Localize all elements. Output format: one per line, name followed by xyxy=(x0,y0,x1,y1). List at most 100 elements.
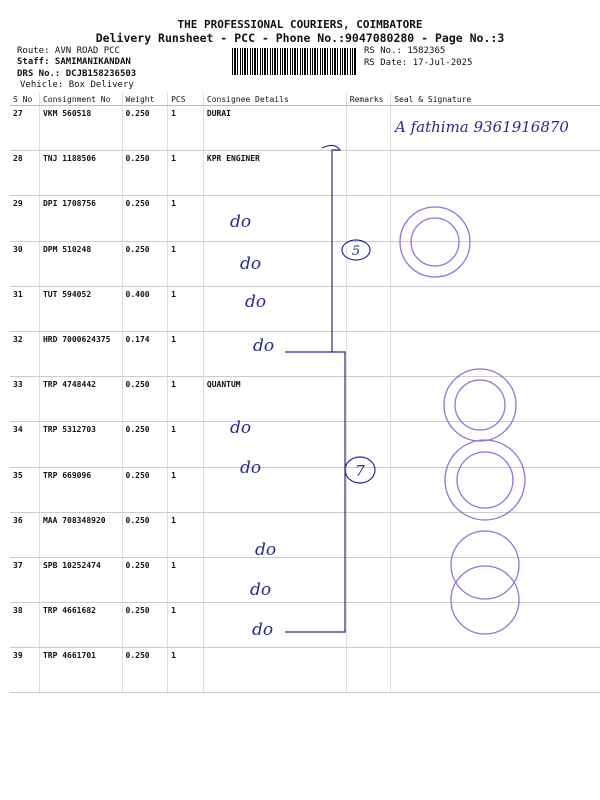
cell-empty xyxy=(390,512,600,558)
cell-cn: TRP 4661701 xyxy=(38,647,123,694)
receiver-signature: A fathima 9361916870 xyxy=(395,118,569,136)
ditto-mark: do xyxy=(255,540,277,560)
company-name: THE PROFESSIONAL COURIERS, COIMBATORE xyxy=(177,18,423,31)
cell-sno: 31 xyxy=(10,286,40,332)
cell-cn: DPM 510248 xyxy=(38,241,123,287)
cell-empty xyxy=(345,512,391,558)
cell-empty xyxy=(345,150,391,197)
cell-consignee: DURAI xyxy=(202,105,347,152)
cell-cn: HRD 7000624375 xyxy=(38,331,123,378)
stamp-seal xyxy=(443,368,517,442)
cell-empty xyxy=(390,647,600,694)
cell-sno: 35 xyxy=(10,467,40,513)
cell-wt: 0.250 xyxy=(121,105,168,152)
cell-consignee xyxy=(202,467,347,513)
cell-sno: 29 xyxy=(10,195,40,242)
cell-empty xyxy=(345,286,391,332)
bracket-group1 xyxy=(285,144,342,353)
cell-wt: 0.400 xyxy=(121,286,168,332)
cell-consignee xyxy=(202,195,347,242)
table-row: 39 TRP 4661701 0.250 1 xyxy=(10,647,600,694)
cell-sno: 38 xyxy=(10,602,40,649)
count-7: 7 xyxy=(355,462,365,480)
cell-pcs: 1 xyxy=(167,647,204,694)
cell-empty xyxy=(345,105,391,152)
cell-pcs: 1 xyxy=(167,421,204,468)
cell-empty xyxy=(390,557,600,604)
cell-empty xyxy=(345,602,391,649)
cell-empty xyxy=(345,195,391,242)
cell-empty xyxy=(345,647,391,694)
cell-wt: 0.250 xyxy=(121,647,168,694)
cell-empty xyxy=(390,602,600,649)
cell-empty xyxy=(390,105,600,152)
cell-empty xyxy=(345,421,391,468)
count-5: 5 xyxy=(352,244,360,259)
cell-pcs: 1 xyxy=(167,195,204,242)
table-row: 35 TRP 669096 0.250 1 xyxy=(10,467,600,513)
barcode xyxy=(232,48,356,75)
ditto-mark: do xyxy=(250,580,272,600)
bracket-group2 xyxy=(285,351,346,633)
column-header: S No xyxy=(10,93,40,106)
table-row: 34 TRP 5312703 0.250 1 xyxy=(10,421,600,468)
cell-consignee xyxy=(202,241,347,287)
cell-empty xyxy=(390,376,600,423)
cell-sno: 33 xyxy=(10,376,40,423)
column-header: PCS xyxy=(167,93,204,106)
cell-consignee xyxy=(202,331,347,378)
cell-sno: 36 xyxy=(10,512,40,558)
cell-pcs: 1 xyxy=(167,241,204,287)
cell-cn: TUT 594052 xyxy=(38,286,123,332)
stamp-seal xyxy=(450,530,520,600)
table-row: 27 VKM 560518 0.250 1 DURAI xyxy=(10,105,600,152)
table-row: 31 TUT 594052 0.400 1 xyxy=(10,286,600,332)
cell-wt: 0.250 xyxy=(121,150,168,197)
cell-empty xyxy=(390,421,600,468)
cell-sno: 32 xyxy=(10,331,40,378)
vehicle: Vehicle: Box Delivery xyxy=(20,80,134,90)
table-row: 28 TNJ 1188506 0.250 1 KPR ENGINER xyxy=(10,150,600,197)
stamp-seal xyxy=(399,206,471,278)
cell-consignee xyxy=(202,512,347,558)
cell-pcs: 1 xyxy=(167,286,204,332)
cell-sno: 28 xyxy=(10,150,40,197)
consignment-table: S No Consignment No Weight PCS Consignee Det… xyxy=(10,93,600,694)
cell-cn: TRP 4661682 xyxy=(38,602,123,649)
ditto-mark: do xyxy=(245,292,267,312)
cell-wt: 0.250 xyxy=(121,602,168,649)
cell-pcs: 1 xyxy=(167,150,204,197)
cell-empty xyxy=(345,376,391,423)
cell-pcs: 1 xyxy=(167,467,204,513)
cell-wt: 0.250 xyxy=(121,195,168,242)
staff: Staff: SAMIMANIKANDAN xyxy=(17,57,131,67)
ditto-mark: do xyxy=(240,458,262,478)
cell-wt: 0.250 xyxy=(121,557,168,604)
cell-empty xyxy=(390,467,600,513)
cell-empty xyxy=(345,557,391,604)
column-header: Weight xyxy=(121,93,168,106)
cell-cn: MAA 708348920 xyxy=(38,512,123,558)
ditto-mark: do xyxy=(240,254,262,274)
cell-cn: TRP 4748442 xyxy=(38,376,123,423)
column-header: Consignment No xyxy=(38,93,123,106)
cell-pcs: 1 xyxy=(167,512,204,558)
cell-wt: 0.250 xyxy=(121,421,168,468)
route: Route: AVN ROAD PCC xyxy=(17,46,120,56)
cell-empty xyxy=(345,241,391,287)
ditto-mark: do xyxy=(252,620,274,640)
cell-wt: 0.174 xyxy=(121,331,168,378)
cell-sno: 39 xyxy=(10,647,40,694)
column-header: Seal & Signature xyxy=(390,93,600,106)
column-header: Remarks xyxy=(345,93,391,106)
circle-count-5 xyxy=(341,239,371,261)
cell-consignee: KPR ENGINER xyxy=(202,150,347,197)
column-header: Consignee Details xyxy=(202,93,347,106)
cell-cn: TRP 669096 xyxy=(38,467,123,513)
cell-cn: VKM 560518 xyxy=(38,105,123,152)
cell-consignee xyxy=(202,557,347,604)
cell-wt: 0.250 xyxy=(121,241,168,287)
cell-pcs: 1 xyxy=(167,331,204,378)
